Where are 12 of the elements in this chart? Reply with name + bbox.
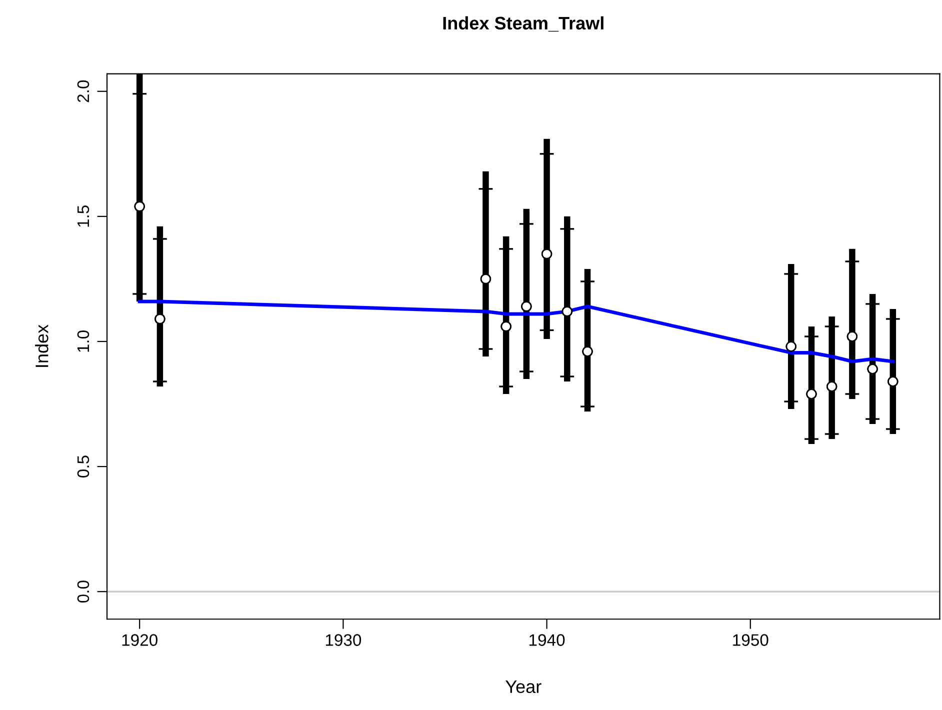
x-tick-label: 1920 — [122, 634, 158, 646]
x-axis-title: Year — [506, 680, 542, 694]
x-tick-label: 1930 — [326, 634, 362, 646]
y-tick-label: 0.5 — [77, 456, 90, 478]
y-axis-title: Index — [35, 324, 48, 367]
x-tick-label: 1950 — [733, 634, 768, 646]
y-tick-label: 2.0 — [77, 80, 90, 102]
y-tick-label: 1.5 — [78, 206, 90, 227]
chart-title: Index Steam_Trawl — [443, 16, 604, 32]
x-tick-label: 1940 — [530, 634, 565, 646]
y-tick-label: 0.0 — [77, 580, 90, 603]
y-tick-label: 1.0 — [77, 330, 90, 352]
